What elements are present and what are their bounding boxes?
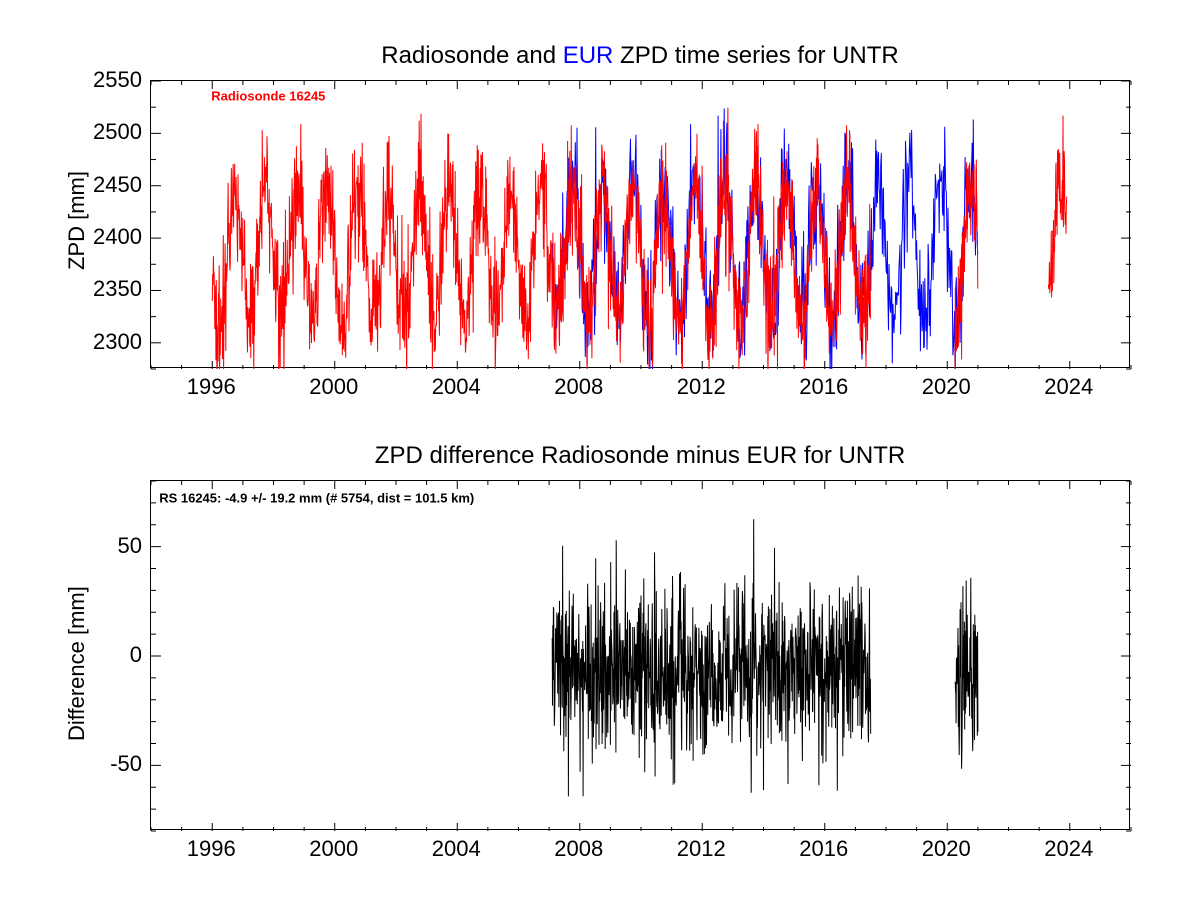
panel1-ytick-label: 2450 (93, 172, 142, 198)
panel1-xtick-label: 2004 (432, 374, 481, 400)
panel1-annotation: Radiosonde 16245 (211, 88, 325, 103)
panel1-xtick-label: 1996 (187, 374, 236, 400)
panel2-axes (150, 480, 1130, 830)
panel2-xtick-label: 2020 (922, 836, 971, 862)
panel1-ytick-label: 2550 (93, 67, 142, 93)
panel2-xtick-label: 2008 (554, 836, 603, 862)
panel1-xtick-label: 2000 (309, 374, 358, 400)
panel1-xtick-label: 2020 (922, 374, 971, 400)
panel1-ytick-label: 2300 (93, 329, 142, 355)
panel1-title: Radiosonde and EUR ZPD time series for U… (381, 42, 899, 70)
series-Radiosonde-late (1048, 116, 1066, 298)
panel1-svg (151, 81, 1131, 369)
panel1-xtick-label: 2016 (799, 374, 848, 400)
panel1-xtick-label: 2024 (1044, 374, 1093, 400)
series-diff (552, 519, 978, 796)
panel1-axes (150, 80, 1130, 368)
panel2-xtick-label: 2024 (1044, 836, 1093, 862)
panel2-ylabel: Difference [mm] (64, 586, 90, 741)
figure: Radiosonde and EUR ZPD time series for U… (0, 0, 1201, 901)
panel1-xtick-label: 2008 (554, 374, 603, 400)
panel2-xtick-label: 2012 (677, 836, 726, 862)
panel1-ytick-label: 2400 (93, 224, 142, 250)
panel2-svg (151, 481, 1131, 831)
title-span: Radiosonde and (381, 42, 562, 69)
panel1-ytick-label: 2350 (93, 276, 142, 302)
panel2-xtick-label: 1996 (187, 836, 236, 862)
panel2-xtick-label: 2000 (309, 836, 358, 862)
panel2-xtick-label: 2016 (799, 836, 848, 862)
title-span: EUR (563, 42, 614, 69)
panel2-ytick-label: 50 (118, 533, 142, 559)
panel2-ytick-label: -50 (110, 751, 142, 777)
title-span: ZPD time series for UNTR (613, 42, 898, 69)
panel2-title: ZPD difference Radiosonde minus EUR for … (375, 442, 905, 470)
series-EUR (552, 109, 978, 405)
panel1-ytick-label: 2500 (93, 119, 142, 145)
panel1-xtick-label: 2012 (677, 374, 726, 400)
panel1-ylabel: ZPD [mm] (64, 171, 90, 270)
panel2-ytick-label: 0 (130, 642, 142, 668)
panel2-xtick-label: 2004 (432, 836, 481, 862)
panel2-annotation: RS 16245: -4.9 +/- 19.2 mm (# 5754, dist… (159, 490, 474, 505)
